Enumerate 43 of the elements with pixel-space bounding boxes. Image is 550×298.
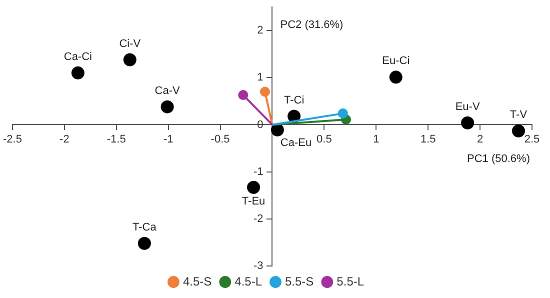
x-tick-label: -1.5	[106, 133, 126, 146]
y-tick-label: 2	[257, 24, 264, 37]
y-tick-label: -3	[253, 260, 264, 272]
annotation: Ca-V	[154, 84, 180, 97]
annotation: T-Ci	[284, 94, 304, 106]
annotation: T-Ca	[132, 221, 158, 234]
point	[512, 124, 525, 138]
point	[138, 236, 151, 250]
x-tick-label: 1	[373, 133, 380, 146]
annotation: Eu-V	[455, 100, 480, 113]
legend-label: 5.5-S	[285, 274, 314, 288]
y-tick-label: -2	[253, 212, 264, 225]
annotation: Ci-V	[119, 38, 142, 50]
x-tick-label: 2.5	[524, 133, 540, 146]
annotation: Ca-Ci	[64, 50, 92, 63]
annotation: T-Eu	[242, 195, 266, 208]
point	[247, 180, 260, 194]
point	[71, 66, 84, 80]
y-axis-title: PC2 (31.6%)	[280, 19, 344, 32]
point	[238, 90, 248, 100]
x-tick-label: 2	[476, 133, 484, 146]
x-tick-label: -1	[163, 133, 174, 146]
legend-label: 5.5-L	[336, 274, 364, 288]
x-tick-label: 1.5	[420, 133, 436, 146]
x-tick-label: 0.5	[316, 133, 332, 146]
x-tick-label: -2	[60, 133, 70, 146]
x-tick-label: -0.5	[210, 133, 230, 146]
annotation: T-V	[510, 108, 528, 121]
point	[260, 86, 270, 97]
legend-label: 4.5-S	[182, 274, 212, 288]
x-axis-title: PC1 (50.6%)	[467, 152, 530, 165]
y-tick-label: -1	[253, 166, 264, 178]
annotation: Eu-Ci	[382, 55, 410, 68]
point	[123, 53, 136, 66]
legend-label: 4.5-L	[234, 274, 262, 288]
annotation: Ca-Eu	[280, 136, 312, 149]
x-tick-label: -2.5	[2, 133, 22, 146]
y-tick-label: 1	[257, 72, 264, 84]
point	[389, 70, 402, 84]
point	[338, 108, 348, 118]
point	[461, 116, 474, 130]
point	[270, 123, 284, 136]
point	[160, 100, 174, 114]
